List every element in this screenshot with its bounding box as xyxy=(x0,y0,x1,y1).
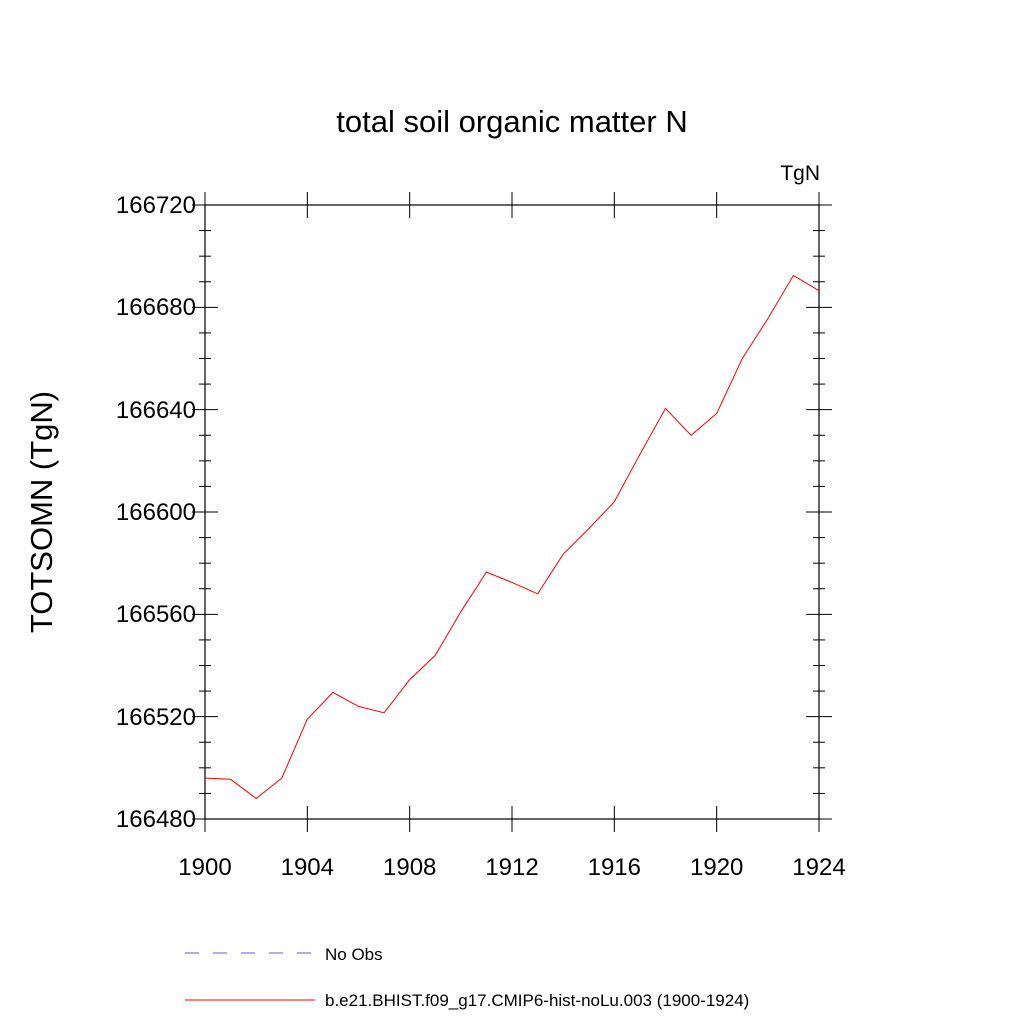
y-tick-label: 166560 xyxy=(116,601,196,628)
data-points xyxy=(204,274,820,799)
y-axis-label: TOTSOMN (TgN) xyxy=(24,391,59,633)
y-tick-label: 166640 xyxy=(116,397,196,424)
legend: No Obs b.e21.BHIST.f09_g17.CMIP6-hist-no… xyxy=(185,945,749,1010)
x-tick-label: 1912 xyxy=(485,854,538,881)
x-tick-labels: 1900 1904 1908 1912 1916 1920 1924 xyxy=(178,854,845,881)
x-tick-label: 1900 xyxy=(178,854,231,881)
y-tick-label: 166520 xyxy=(116,704,196,731)
y-tick-label: 166600 xyxy=(116,499,196,526)
y-tick-label: 166480 xyxy=(116,806,196,833)
chart-title: total soil organic matter N xyxy=(336,104,687,139)
x-tick-label: 1920 xyxy=(690,854,743,881)
legend-label-no-obs: No Obs xyxy=(325,945,383,964)
x-tick-label: 1924 xyxy=(792,854,845,881)
x-tick-label: 1908 xyxy=(383,854,436,881)
units-label: TgN xyxy=(780,162,820,185)
y-tick-label: 166720 xyxy=(116,192,196,219)
legend-label-model: b.e21.BHIST.f09_g17.CMIP6-hist-noLu.003 … xyxy=(325,991,749,1010)
x-tick-label: 1916 xyxy=(588,854,641,881)
plot-frame xyxy=(204,204,820,820)
y-tick-label: 166680 xyxy=(116,294,196,321)
series-line xyxy=(204,274,820,800)
y-tick-labels: 166480 166520 166560 166600 166640 16668… xyxy=(116,192,196,833)
tick-marks xyxy=(192,192,832,832)
x-tick-label: 1904 xyxy=(281,854,334,881)
